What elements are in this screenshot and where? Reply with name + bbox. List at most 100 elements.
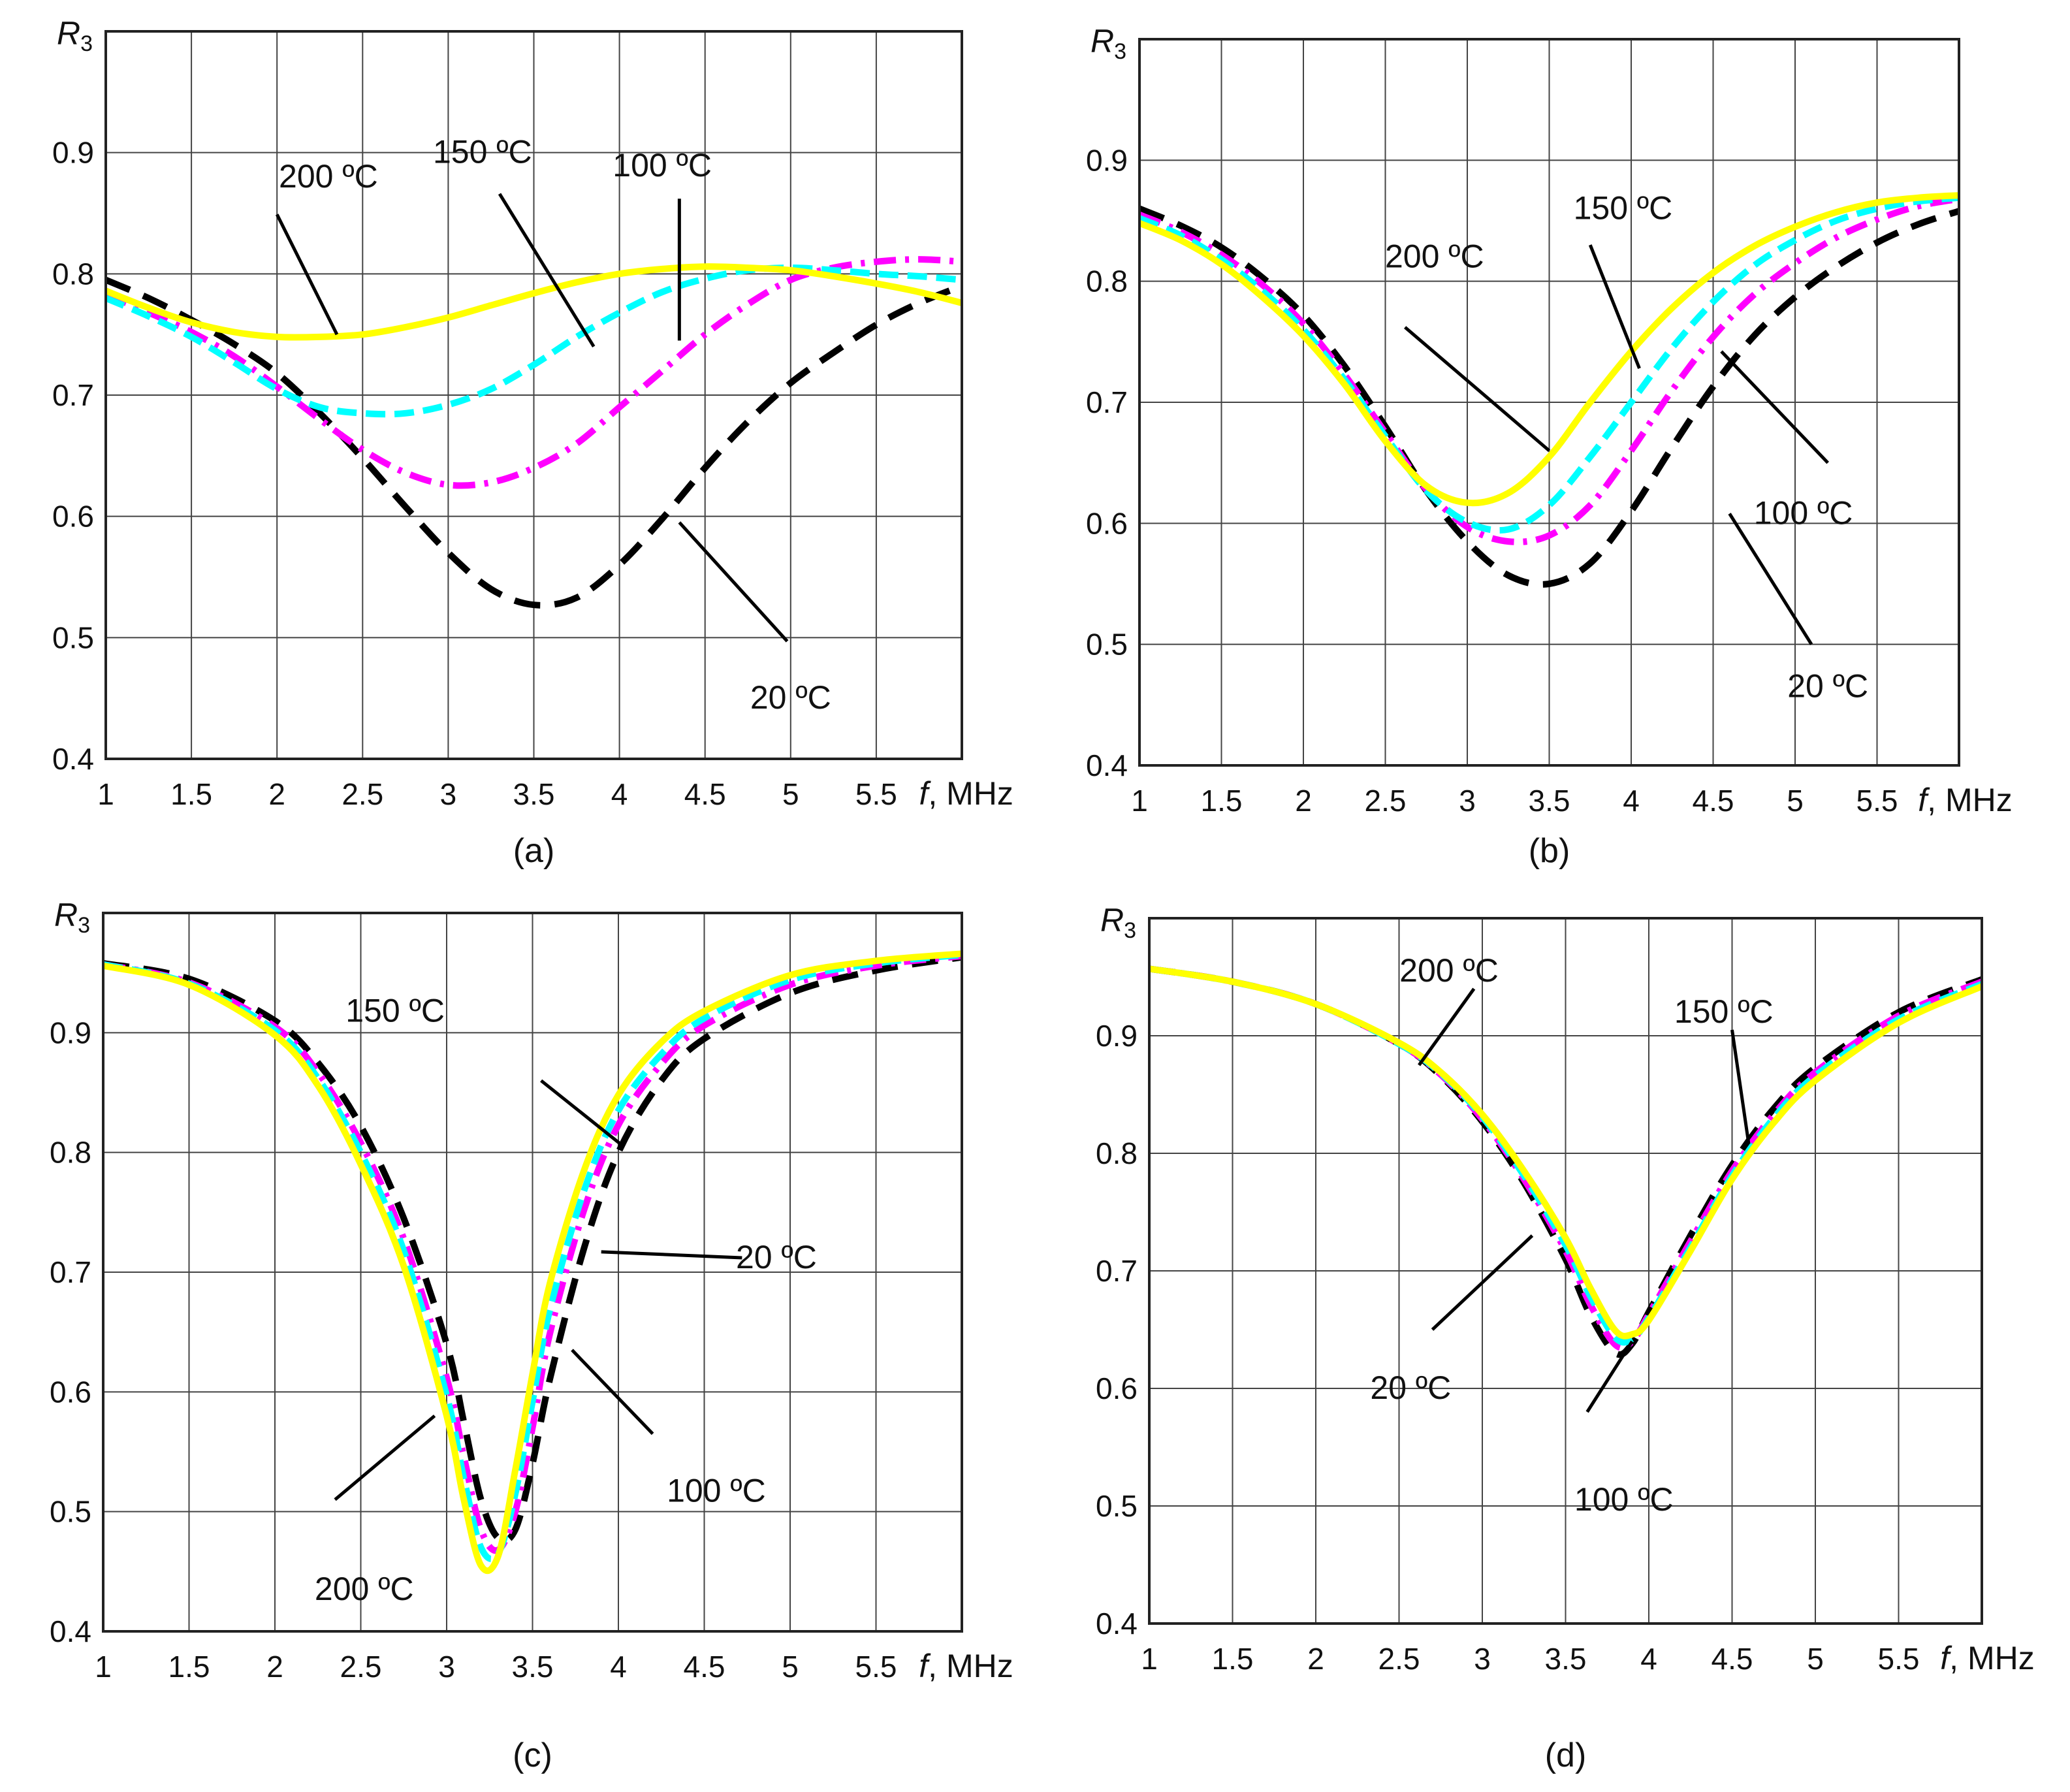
- series-line-200C: [1138, 192, 1960, 507]
- x-axis-label: f, MHz: [1918, 782, 2012, 818]
- series-line-20C: [103, 953, 963, 1544]
- x-tick-label: 4.5: [684, 1650, 725, 1684]
- x-tick-label: 4: [611, 777, 628, 811]
- y-tick-label: 0.6: [52, 500, 94, 534]
- series-line-200C: [102, 950, 963, 1575]
- annotation-label: 200 ºC: [1385, 238, 1484, 275]
- y-tick-label: 0.9: [1086, 143, 1128, 177]
- x-tick-label: 2: [1295, 784, 1312, 818]
- annotation-leader-line: [1431, 1234, 1534, 1331]
- y-tick-label: 0.5: [1086, 628, 1128, 662]
- annotation-label: 100 ºC: [1754, 495, 1853, 532]
- plot-frame: [104, 30, 963, 760]
- annotation-label: 20 ºC: [1787, 668, 1868, 705]
- x-tick-label: 3.5: [1545, 1642, 1587, 1676]
- x-tick-label: 2: [268, 777, 285, 811]
- x-tick-label: 1.5: [170, 777, 212, 811]
- y-axis-label: R3: [1100, 902, 1136, 943]
- y-tick-label: 0.4: [52, 742, 94, 776]
- panel-label: (c): [513, 1736, 552, 1774]
- annotation-leader-line: [1588, 244, 1641, 370]
- series-line-150C: [104, 264, 963, 418]
- annotation-label: 150 ºC: [1574, 189, 1673, 226]
- x-tick-label: 2: [266, 1650, 283, 1684]
- series-line-20C: [1138, 205, 1960, 588]
- x-tick-label: 1.5: [1201, 784, 1243, 818]
- y-axis-label: R3: [57, 15, 93, 56]
- plot-frame: [102, 912, 963, 1633]
- y-axis-label: R3: [54, 897, 90, 938]
- annotation-label: 200 ºC: [315, 1571, 414, 1607]
- x-tick-label: 2.5: [340, 1650, 382, 1684]
- annotation-label: 150 ºC: [1674, 993, 1774, 1030]
- x-tick-label: 2.5: [1378, 1642, 1420, 1676]
- y-tick-label: 0.5: [1096, 1489, 1138, 1523]
- x-tick-label: 1: [97, 777, 114, 811]
- x-tick-label: 4.5: [684, 777, 726, 811]
- x-tick-label: 3.5: [1529, 784, 1570, 818]
- chart-panel-a: 1 1.5 2 2.5 3 3.5 4 4.5 5 5.5 f, MHz 0.4 0.5 0.6 0.7 0.…: [52, 15, 1013, 870]
- y-tick-label: 0.8: [50, 1136, 91, 1170]
- x-axis-label: f, MHz: [919, 1648, 1013, 1684]
- x-tick-label: 1.5: [1212, 1642, 1254, 1676]
- panel-label: (d): [1545, 1736, 1587, 1774]
- y-tick-label: 0.8: [1086, 264, 1128, 298]
- annotation-label: 100 ºC: [1574, 1481, 1674, 1518]
- x-tick-label: 5.5: [1856, 784, 1898, 818]
- annotation-leader-line: [275, 214, 339, 336]
- y-tick-label: 0.4: [1086, 748, 1128, 782]
- annotation-label: 150 ºC: [345, 992, 445, 1029]
- annotation-leader-line: [1585, 1340, 1634, 1413]
- y-tick-label: 0.8: [1096, 1136, 1138, 1170]
- y-tick-label: 0.9: [1096, 1019, 1138, 1053]
- x-axis-label: f, MHz: [1940, 1640, 2034, 1676]
- x-tick-label: 2.5: [1365, 784, 1407, 818]
- series-line-100C: [102, 953, 963, 1554]
- series-line-20C: [104, 277, 963, 609]
- x-tick-label: 3: [440, 777, 457, 811]
- annotation-leader-line: [334, 1415, 436, 1501]
- y-tick-label: 0.7: [50, 1255, 91, 1289]
- y-axis-label: R3: [1091, 23, 1126, 64]
- y-tick-label: 0.4: [50, 1614, 91, 1648]
- x-axis-label: f, MHz: [919, 775, 1013, 812]
- x-tick-label: 4: [1623, 784, 1640, 818]
- x-tick-label: 5: [782, 777, 799, 811]
- chart-panel-d: 1 1.5 2 2.5 3 3.5 4 4.5 5 5.5 f, MHz 0.4 0.5 0.6 0.7 0.…: [1096, 902, 2035, 1774]
- y-tick-label: 0.7: [52, 378, 94, 412]
- y-tick-label: 0.6: [1096, 1371, 1138, 1405]
- chart-panel-c: 1 1.5 2 2.5 3 3.5 4 4.5 5 5.5 f, MHz 0.4 0.5 0.6 0.7 0.…: [50, 897, 1013, 1774]
- series-line-200C: [104, 263, 963, 341]
- y-tick-label: 0.7: [1086, 385, 1128, 419]
- series-line-200C: [1149, 965, 1984, 1339]
- x-tick-label: 5: [1807, 1642, 1824, 1676]
- annotation-leader-line: [498, 193, 596, 348]
- x-tick-label: 5: [782, 1650, 799, 1684]
- annotation-leader-line: [1730, 1029, 1751, 1144]
- x-tick-label: 3: [1474, 1642, 1491, 1676]
- annotation-leader-line: [1403, 326, 1551, 453]
- annotation-label: 100 ºC: [667, 1473, 766, 1509]
- annotation-label: 200 ºC: [279, 158, 378, 195]
- x-tick-label: 5.5: [855, 1650, 897, 1684]
- y-tick-label: 0.5: [50, 1495, 91, 1529]
- annotation-label: 20 ºC: [750, 679, 831, 716]
- x-tick-label: 5.5: [855, 777, 897, 811]
- annotation-leader-line: [1720, 350, 1830, 464]
- panel-label: (b): [1529, 832, 1570, 870]
- x-tick-label: 4.5: [1693, 784, 1734, 818]
- annotation-leader-line: [1728, 513, 1813, 645]
- series-line-150C: [1138, 194, 1960, 534]
- x-tick-label: 4: [1640, 1642, 1657, 1676]
- y-tick-label: 0.8: [52, 257, 94, 291]
- x-tick-label: 3.5: [512, 1650, 554, 1684]
- annotation-leader-line: [571, 1349, 654, 1435]
- x-tick-label: 1: [95, 1650, 112, 1684]
- series-line-100C: [1138, 195, 1960, 545]
- x-tick-label: 1: [1131, 784, 1148, 818]
- plot-frame: [1148, 917, 1983, 1625]
- annotation-leader-line: [678, 521, 789, 643]
- y-tick-label: 0.6: [50, 1375, 91, 1409]
- x-tick-label: 2.5: [342, 777, 383, 811]
- y-tick-label: 0.9: [52, 136, 94, 170]
